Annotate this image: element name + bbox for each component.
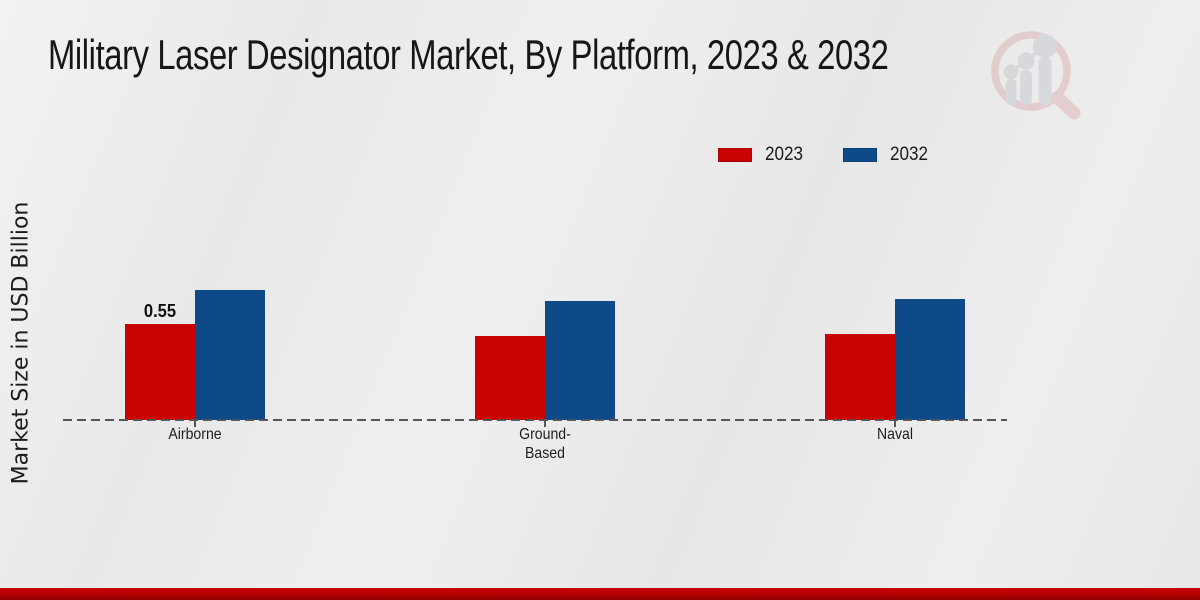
- legend: 2023 2032: [718, 144, 933, 166]
- category-label-naval: Naval: [877, 426, 913, 443]
- x-axis-tick-naval: [894, 420, 896, 427]
- bar-2023-airborne: [125, 324, 195, 420]
- legend-item-2032: 2032: [843, 144, 932, 166]
- bar-2032-airborne: [195, 290, 265, 420]
- bar-value-label: 0.55: [143, 301, 177, 321]
- category-label-ground-based: Ground- Based: [519, 426, 571, 462]
- legend-label-2023: 2023: [765, 144, 804, 165]
- legend-label-2032: 2032: [890, 144, 929, 165]
- chart-title: Military Laser Designator Market, By Pla…: [48, 31, 889, 78]
- x-axis-tick-ground-based: [544, 420, 546, 427]
- legend-swatch-2032-icon: [843, 148, 878, 162]
- x-axis-baseline: [63, 419, 1007, 421]
- footer-accent-band: [0, 588, 1200, 600]
- bar-2023-naval: [825, 334, 895, 420]
- bar-2032-naval: [895, 299, 965, 420]
- x-axis-tick-airborne: [194, 420, 196, 427]
- legend-item-2023: 2023: [718, 144, 807, 166]
- legend-swatch-2023-icon: [718, 148, 752, 162]
- category-label-airborne: Airborne: [168, 426, 222, 443]
- bar-2032-ground-based: [545, 301, 615, 420]
- magnifier-growth-chart-logo-icon: [991, 31, 1081, 120]
- bar-2023-ground-based: [475, 336, 545, 420]
